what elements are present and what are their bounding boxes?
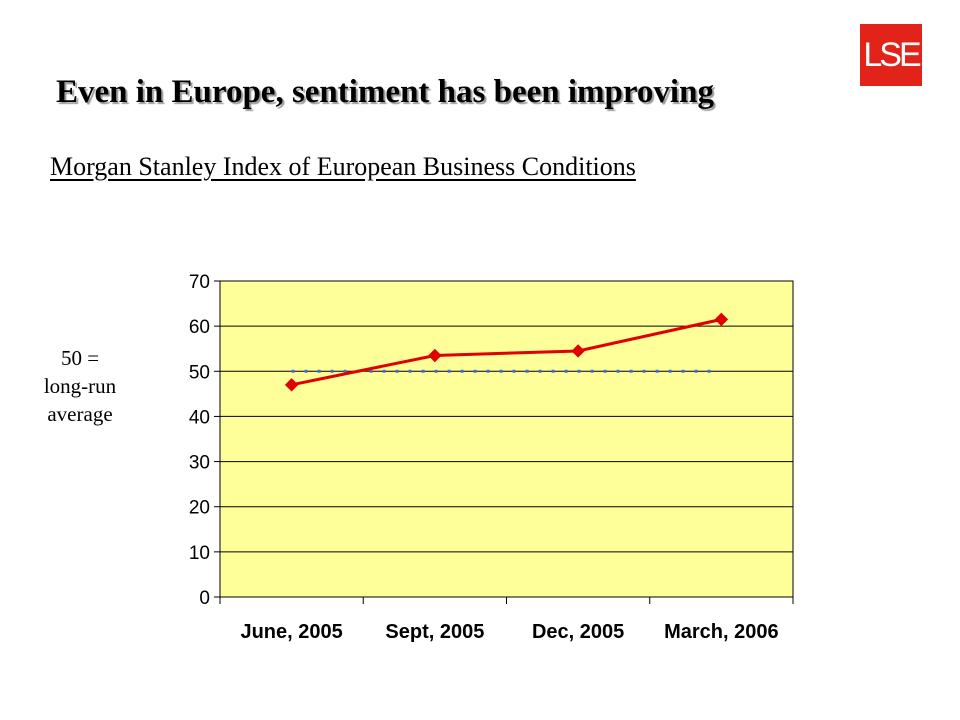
long-run-average-note: 50 = long-run average (20, 344, 140, 428)
note-line-3: average (47, 402, 113, 426)
x-tick-label-2: Dec, 2005 (532, 621, 624, 643)
chart-subtitle: Morgan Stanley Index of European Busines… (50, 152, 636, 181)
plot-area (219, 280, 794, 598)
series-point-3 (714, 312, 729, 327)
series-point-1 (428, 348, 442, 363)
slide-title: Even in Europe, sentiment has been impro… (56, 74, 714, 110)
y-tick-label-20: 20 (189, 498, 210, 519)
y-tick-label-30: 30 (189, 453, 210, 474)
y-tick-label-50: 50 (189, 362, 210, 383)
lse-logo: LSE (860, 24, 922, 86)
y-tick-label-40: 40 (189, 407, 210, 428)
x-tick-label-3: March, 2006 (664, 621, 779, 643)
series-line-0 (291, 317, 722, 387)
series-point-2 (571, 344, 585, 358)
y-tick-label-70: 70 (189, 272, 210, 293)
series-point-0 (284, 378, 299, 392)
x-tick-label-1: Sept, 2005 (385, 621, 484, 643)
y-tick-label-60: 60 (189, 317, 210, 338)
y-tick-label-10: 10 (189, 543, 210, 564)
note-line-2: long-run (43, 374, 117, 398)
x-tick-label-0: June, 2005 (240, 621, 342, 643)
y-tick-label-0: 0 (199, 588, 210, 609)
note-line-1: 50 = (60, 346, 100, 370)
